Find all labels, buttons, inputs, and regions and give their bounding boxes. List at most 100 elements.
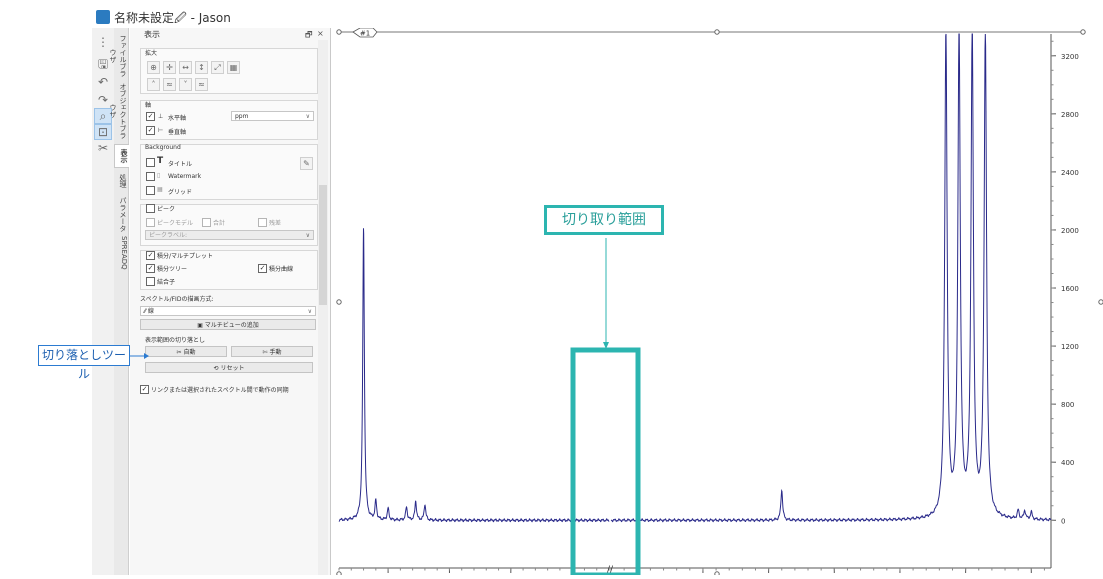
peak-sum-checkbox[interactable] bbox=[202, 218, 211, 227]
tools-icon[interactable]: ✂ bbox=[97, 141, 109, 155]
spectrum-trace-left bbox=[338, 228, 610, 523]
peak-label: ピーク bbox=[157, 206, 176, 213]
scale-up-icon[interactable]: ˄ bbox=[147, 78, 160, 91]
grid-icon: ▦ bbox=[157, 186, 163, 193]
scale-down-icon[interactable]: ˅ bbox=[179, 78, 192, 91]
handle-top-middle[interactable] bbox=[714, 29, 720, 35]
zoom-vertical-icon[interactable]: ↕ bbox=[195, 61, 208, 74]
background-group bbox=[140, 144, 318, 200]
panel-title: 表示 bbox=[144, 30, 160, 39]
manual-crop-button[interactable]: ✄ 手動 bbox=[231, 346, 313, 357]
tab-display[interactable]: 表示 bbox=[114, 144, 129, 168]
reset-crop-button[interactable]: ⟲ リセット bbox=[145, 362, 313, 373]
crop-tool-callout-arrow bbox=[130, 353, 149, 359]
integral-tree-checkbox[interactable]: ✓ bbox=[146, 264, 155, 273]
chevron-down-icon: ∨ bbox=[305, 232, 310, 239]
crop-label: 表示範囲の切り落とし bbox=[145, 337, 206, 344]
more-icon[interactable]: ⋮ bbox=[97, 35, 109, 49]
close-icon[interactable]: × bbox=[317, 29, 324, 38]
zoom-label: 拡大 bbox=[145, 50, 158, 57]
chevron-down-icon: ∨ bbox=[305, 113, 310, 120]
y-tick-label: 0 bbox=[1061, 517, 1065, 525]
pin-icon[interactable]: 🗗 bbox=[305, 30, 313, 39]
scale-down-double-icon[interactable]: ≈ bbox=[195, 78, 208, 91]
y-tick-label: 1200 bbox=[1061, 343, 1079, 351]
h-axis-unit-value: ppm bbox=[235, 113, 249, 120]
v-axis-icon: ⊢ bbox=[158, 127, 164, 134]
coupling-label: 結合子 bbox=[157, 279, 176, 286]
sync-checkbox[interactable]: ✓ bbox=[140, 385, 149, 394]
tab-spreadq[interactable]: SPREADQ bbox=[120, 236, 128, 270]
handle-top-left[interactable] bbox=[336, 29, 342, 35]
spectrum-tab-marker[interactable] bbox=[352, 27, 378, 38]
integral-label: 積分/マルチプレット bbox=[157, 253, 214, 260]
draw-mode-select[interactable]: ⁄⁄ 線 ∨ bbox=[140, 306, 316, 316]
y-tick-label: 800 bbox=[1061, 401, 1074, 409]
tab-file-browser[interactable]: ファイルブラウザ bbox=[109, 35, 127, 77]
watermark-icon: ▯ bbox=[157, 172, 161, 179]
chevron-down-icon: ∨ bbox=[307, 308, 312, 315]
tab-parameters[interactable]: パラメータ bbox=[119, 196, 127, 232]
side-tabs: ファイルブラウザ オブジェクトブラウザ 表示 処理 パラメータ SPREADQ bbox=[109, 28, 129, 575]
sync-label: リンクまたは選択されたスペクトル間で動作の同期 bbox=[151, 387, 289, 394]
integral-tree-label: 積分ツリー bbox=[157, 266, 188, 273]
watermark-checkbox[interactable] bbox=[146, 172, 155, 181]
title-option-label: タイトル bbox=[168, 161, 193, 168]
spectrum-view[interactable]: #1 04008001200160020002400280032007.27.1… bbox=[331, 27, 1103, 579]
v-axis-checkbox[interactable]: ✓ bbox=[146, 126, 155, 135]
zoom-fit-icon[interactable]: ⤢ bbox=[211, 61, 224, 74]
panel-scrollbar[interactable] bbox=[318, 40, 328, 575]
grid-checkbox[interactable] bbox=[146, 186, 155, 195]
title-bar bbox=[92, 0, 1103, 28]
spectrum-chart[interactable]: #1 04008001200160020002400280032007.27.1… bbox=[331, 27, 1103, 579]
grid-option-label: グリッド bbox=[168, 189, 193, 196]
zoom-region-icon[interactable]: ⊡ bbox=[94, 124, 112, 140]
title-checkbox[interactable] bbox=[146, 158, 155, 167]
scale-up-double-icon[interactable]: ≈ bbox=[163, 78, 176, 91]
integral-curve-checkbox[interactable]: ✓ bbox=[258, 264, 267, 273]
y-tick-label: 3200 bbox=[1061, 53, 1079, 61]
add-multiview-button[interactable]: ▣ マルチビューの追加 bbox=[140, 319, 316, 330]
tab-processing[interactable]: 処理 bbox=[119, 174, 127, 188]
y-tick-label: 1600 bbox=[1061, 285, 1079, 293]
h-axis-label: 水平軸 bbox=[168, 115, 187, 122]
integral-group bbox=[140, 250, 318, 290]
add-multiview-label: マルチビューの追加 bbox=[204, 322, 259, 329]
zoom-cross-icon[interactable]: ✛ bbox=[163, 61, 176, 74]
save-icon[interactable]: 🖫 bbox=[97, 57, 109, 71]
handle-top-right[interactable] bbox=[1080, 29, 1086, 35]
h-axis-unit-select[interactable]: ppm ∨ bbox=[231, 111, 314, 121]
peak-label-select-value: ピークラベル: bbox=[149, 232, 188, 239]
peak-residual-checkbox[interactable] bbox=[258, 218, 267, 227]
auto-crop-button[interactable]: ✂ 自動 bbox=[145, 346, 227, 357]
coupling-checkbox[interactable] bbox=[146, 277, 155, 286]
undo-icon[interactable]: ↶ bbox=[97, 75, 109, 89]
axis-break-marker: // bbox=[607, 565, 614, 575]
crop-range-arrowhead bbox=[603, 342, 609, 349]
zoom-icon[interactable]: ⌕ bbox=[94, 108, 112, 124]
peak-model-checkbox[interactable] bbox=[146, 218, 155, 227]
zoom-horizontal-icon[interactable]: ↔ bbox=[179, 61, 192, 74]
peak-model-label: ピークモデル bbox=[157, 220, 194, 227]
redo-icon[interactable]: ↷ bbox=[97, 93, 109, 107]
edit-title-icon[interactable]: ✎ bbox=[300, 157, 313, 170]
multiview-icon: ▣ bbox=[197, 322, 205, 329]
line-icon: ⁄⁄ bbox=[144, 308, 148, 315]
zoom-reset-icon[interactable]: ▦ bbox=[227, 61, 240, 74]
handle-left-middle[interactable] bbox=[336, 299, 342, 305]
panel-scrollbar-thumb[interactable] bbox=[319, 185, 327, 305]
zoom-in-icon[interactable]: ⊕ bbox=[147, 61, 160, 74]
reset-crop-label: リセット bbox=[220, 365, 245, 372]
auto-crop-label: 自動 bbox=[183, 349, 196, 356]
h-axis-icon: ⊥ bbox=[158, 113, 164, 120]
integral-checkbox[interactable]: ✓ bbox=[146, 251, 155, 260]
handle-right-middle[interactable] bbox=[1098, 299, 1103, 305]
peak-label-select[interactable]: ピークラベル: ∨ bbox=[145, 230, 314, 240]
crop-tool-callout: 切り落としツール bbox=[38, 345, 130, 381]
tab-object-browser[interactable]: オブジェクトブラウザ bbox=[109, 83, 127, 139]
watermark-option-label: Watermark bbox=[168, 173, 202, 180]
peak-checkbox[interactable] bbox=[146, 204, 155, 213]
h-axis-checkbox[interactable]: ✓ bbox=[146, 112, 155, 121]
integral-curve-label: 積分曲線 bbox=[269, 266, 294, 273]
y-tick-label: 2400 bbox=[1061, 169, 1079, 177]
